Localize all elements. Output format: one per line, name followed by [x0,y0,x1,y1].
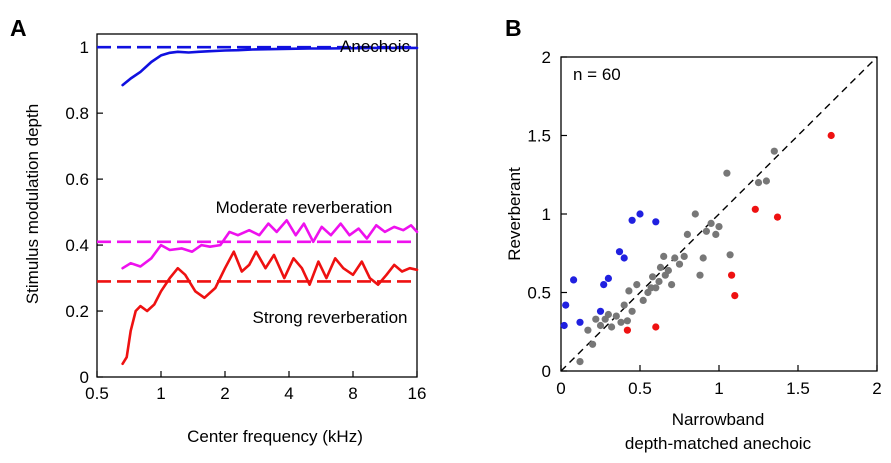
scatter-point [570,276,578,284]
b-x-tick-label: 1 [714,379,723,398]
b-x-tick-label: 0.5 [628,379,652,398]
scatter-point [712,230,720,238]
moderate-reverberation-label: Moderate reverberation [216,198,393,217]
scatter-point [620,301,628,309]
panel-a-x-axis-label: Center frequency (kHz) [187,427,363,446]
scatter-point [726,251,734,259]
scatter-point [636,210,644,218]
scatter-point [655,277,663,286]
a-x-tick-label: 16 [408,384,427,403]
a-x-tick-label: 8 [348,384,357,403]
panel-b-x-axis-label-line1: Narrowband [672,410,765,429]
b-y-tick-label: 2 [542,48,551,67]
panel-a-y-axis-label: Stimulus modulation depth [23,104,42,304]
scatter-point [625,287,633,295]
a-x-tick-label: 4 [284,384,293,403]
scatter-point [754,179,763,187]
a-y-tick-label: 1 [80,38,89,57]
scatter-point [592,315,600,323]
scatter-point [628,216,636,224]
scatter-point [608,323,616,331]
b-x-tick-label: 2 [872,379,881,398]
scatter-point [596,321,605,330]
scatter-point [707,219,715,227]
b-x-tick-label: 1.5 [786,379,810,398]
scatter-point [671,254,679,262]
scatter-point [584,326,592,334]
a-x-tick-label: 0.5 [85,384,109,403]
scatter-point [652,284,660,292]
scatter-point [731,292,739,300]
b-y-tick-label: 0.5 [527,284,551,303]
scatter-point [664,266,673,275]
scatter-point [762,177,771,185]
scatter-point [751,205,759,213]
scatter-point [827,131,835,140]
scatter-point [604,310,613,319]
scatter-point [576,358,584,366]
scatter-point [604,274,613,282]
scatter-point [623,326,632,334]
strong-reverberation-line [121,250,419,366]
b-y-tick-label: 1 [542,205,551,224]
a-x-tick-label: 1 [156,384,165,403]
scatter-point [576,318,584,326]
scatter-point [668,281,676,289]
scatter-point [691,210,699,218]
a-y-tick-label: 0 [80,368,89,387]
panel-b-y-axis-label: Reverberant [505,167,524,261]
a-x-tick-label: 2 [220,384,229,403]
scatter-point [560,321,568,330]
scatter-point [728,271,736,279]
scatter-point [702,227,711,235]
a-y-tick-label: 0.2 [65,302,89,321]
n-count-label: n = 60 [573,65,621,84]
b-y-tick-label: 1.5 [527,127,551,146]
scatter-point [680,252,688,260]
panel-a-frame [96,33,418,378]
scatter-point [620,254,628,262]
scatter-point [628,307,636,315]
scatter-point [656,263,665,271]
scatter-point [660,252,668,260]
panel-a-letter: A [10,15,27,41]
anechoic-label: Anechoic [340,37,410,56]
scatter-point [623,317,632,325]
scatter-point [596,307,605,315]
b-x-tick-label: 0 [556,379,565,398]
scatter-point [652,323,660,331]
scatter-point [600,281,608,289]
a-y-tick-label: 0.6 [65,170,89,189]
panel-b-x-axis-label-line2: depth-matched anechoic [625,434,812,453]
scatter-point [683,230,692,238]
identity-line [560,56,878,372]
scatter-point [589,340,597,348]
scatter-point [770,147,778,155]
scatter-point [723,169,731,177]
scatter-point [612,312,620,320]
scatter-point [615,248,624,256]
scatter-point [652,218,660,226]
scatter-point [633,281,641,289]
panel-b-letter: B [505,15,522,41]
scatter-point [639,296,647,304]
scatter-point [773,213,782,221]
panel-a-chart: 0 0.2 0.4 0.6 0.8 1 0.5 1 2 4 8 16 Center frequenc… [23,33,427,446]
scatter-point [696,271,704,279]
scatter-point [715,223,723,231]
scatter-point [649,273,657,281]
b-y-tick-label: 0 [542,362,551,381]
scatter-point [675,260,684,268]
a-y-tick-label: 0.4 [65,236,89,255]
a-y-tick-label: 0.8 [65,104,89,123]
moderate-reverberation-line [121,219,419,270]
panel-b-chart: 0 0.5 1 1.5 2 0 0.5 1 1.5 2 n = 60 Narrowband de… [505,48,882,453]
strong-reverberation-label: Strong reverberation [253,308,408,327]
scatter-point [699,254,707,262]
scatter-point [562,301,570,309]
scatter-point [617,318,625,326]
